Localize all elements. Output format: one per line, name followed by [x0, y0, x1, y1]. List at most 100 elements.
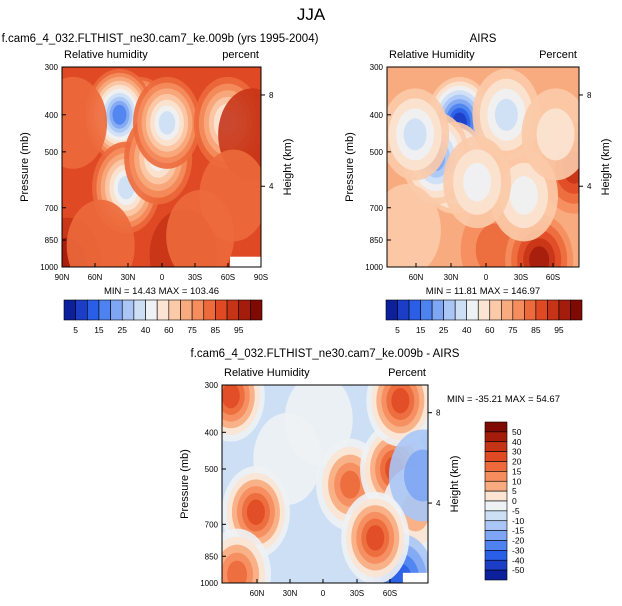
contour-band [112, 104, 127, 125]
colorbar-label: 40 [512, 437, 522, 447]
colorbar-label: 40 [462, 325, 472, 335]
colorbar-label: 5 [395, 325, 400, 335]
colorbar-box [484, 451, 508, 462]
x-tick-label: 30S [188, 273, 202, 282]
colorbar-box [484, 461, 508, 472]
min-max-readout: MIN = -35.21 MAX = 54.67 [447, 394, 560, 405]
contour-band [387, 183, 441, 267]
colorbar-box [63, 299, 76, 321]
contour-band [166, 190, 235, 267]
colorbar-box [226, 299, 240, 321]
contour-field [62, 67, 261, 267]
colorbar-box [156, 299, 170, 321]
colorbar-label: 30 [512, 447, 522, 457]
contour-band [158, 111, 176, 135]
contour-band [227, 560, 248, 583]
colorbar-box [420, 299, 433, 321]
contour-band [66, 199, 135, 267]
colorbar-box [477, 299, 491, 321]
y-axis-label: Pressure (mb) [19, 132, 31, 202]
panel-airs: AIRS Relative Humidity Percent 300 400 500 700… [344, 33, 612, 297]
header-right: percent [222, 49, 259, 61]
y-tick-label: 400 [205, 428, 219, 437]
colorbar-box [121, 299, 135, 321]
contour-band [529, 246, 550, 267]
colorbar-label: -30 [512, 545, 525, 555]
x-tick-label: 30S [514, 273, 528, 282]
y-tick-label: 1000 [200, 579, 218, 588]
contour-band [475, 223, 514, 267]
contour-band [403, 449, 428, 502]
colorbar-label: 10 [512, 476, 522, 486]
colorbar-box [484, 431, 508, 443]
colorbar-box [484, 421, 508, 433]
y-right-axis-label: Height (km) [282, 139, 294, 196]
panel-title: f.cam6_4_032.FLTHIST_ne30.cam7_ke.009b (… [2, 33, 319, 45]
y-tick-label: 850 [205, 552, 219, 561]
colorbar-box [75, 299, 88, 321]
x-tick-label: 60N [88, 273, 103, 282]
colorbar-box [524, 299, 537, 321]
y-tick-label: 700 [370, 204, 384, 213]
panel-model: f.cam6_4_032.FLTHIST_ne30.cam7_ke.009b (… [2, 33, 319, 297]
panel-title: f.cam6_4_032.FLTHIST_ne30.cam7_ke.009b -… [191, 348, 460, 360]
x-tick-label: 0 [321, 589, 326, 598]
colorbar-box [385, 299, 398, 321]
missing-data-region [230, 256, 261, 267]
x-tick-label: 30N [444, 273, 459, 282]
colorbar-label: 25 [439, 325, 449, 335]
colorbar-box [484, 550, 508, 561]
colorbar-box [168, 299, 181, 321]
contour-field [387, 67, 579, 267]
y-tick-label: 300 [370, 63, 384, 72]
colorbar-label: 15 [512, 466, 522, 476]
x-tick-label: 60S [546, 273, 560, 282]
y-tick-label: 400 [370, 111, 384, 120]
colorbar-box [484, 480, 508, 492]
colorbar-box [98, 299, 111, 321]
colorbar-label: 95 [234, 325, 244, 335]
x-tick-label: 90N [55, 273, 70, 282]
colorbar-label: 5 [73, 325, 78, 335]
colorbar-box [484, 569, 508, 581]
contour-band [62, 76, 108, 169]
colorbar-box [484, 510, 508, 522]
missing-data-region [402, 572, 428, 583]
contour-band [222, 385, 240, 409]
contour-band [463, 162, 492, 202]
y-tick-label: 700 [45, 204, 59, 213]
colorbar-box [203, 299, 216, 321]
colorbar-box [454, 299, 468, 321]
x-tick-label: 30N [283, 589, 298, 598]
colorbar-airs: 5 15 25 40 60 75 85 95 [385, 299, 583, 335]
colorbar-box [431, 299, 444, 321]
contour-band [509, 176, 538, 215]
colorbar-box [484, 490, 508, 502]
plot-frame [386, 66, 580, 268]
colorbar-label: -10 [512, 516, 525, 526]
colorbar-label: 95 [554, 325, 564, 335]
colorbar-label: 0 [512, 496, 517, 506]
header-left: Relative Humidity [224, 367, 310, 379]
colorbar-box [547, 299, 560, 321]
colorbar-label: 75 [187, 325, 197, 335]
header-right: Percent [388, 367, 426, 379]
colorbar-box [484, 520, 508, 531]
colorbar-label: 75 [508, 325, 518, 335]
contour-field [222, 385, 428, 583]
x-tick-label: 0 [484, 273, 489, 282]
header-left: Relative Humidity [389, 49, 475, 61]
y-right-tick-label: 8 [587, 91, 592, 100]
y-tick-label: 500 [370, 148, 384, 157]
x-tick-label: 30N [121, 273, 136, 282]
x-tick-label: 60N [409, 273, 424, 282]
colorbar-box [484, 559, 508, 571]
x-tick-label: 90S [254, 273, 268, 282]
y-right-tick-label: 8 [436, 409, 441, 418]
colorbar-box [484, 500, 508, 512]
y-tick-label: 500 [45, 148, 59, 157]
contour-band [494, 98, 518, 131]
colorbar-label: -40 [512, 555, 525, 565]
y-tick-label: 850 [45, 236, 59, 245]
colorbar-box [489, 299, 502, 321]
